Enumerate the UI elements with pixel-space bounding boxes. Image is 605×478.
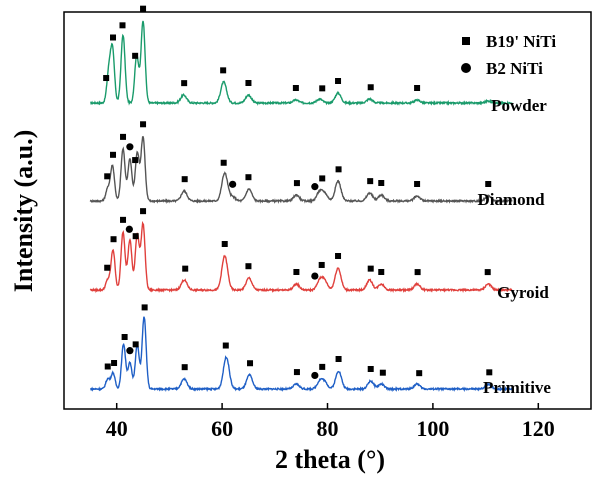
b19-marker: [103, 75, 110, 82]
b19-marker: [132, 52, 139, 59]
b19-marker: [141, 304, 148, 311]
series-line-gyroid: [89, 220, 513, 294]
b2-marker: [311, 371, 319, 380]
b19-marker: [245, 174, 252, 181]
legend-label: B2 NiTi: [486, 59, 543, 78]
b19-marker: [367, 178, 374, 185]
b19-marker: [132, 157, 139, 164]
y-axis-label: Intensity (a.u.): [9, 130, 38, 293]
b19-marker: [319, 175, 326, 182]
series-label-diamond: Diamond: [477, 190, 545, 209]
b19-marker: [104, 264, 111, 271]
b19-marker: [293, 180, 300, 187]
b19-marker: [367, 265, 374, 272]
b19-marker: [181, 364, 188, 371]
markers-layer: [103, 5, 493, 380]
legend-label: B19' NiTi: [486, 32, 556, 51]
series-line-diamond: [89, 135, 513, 204]
b19-marker: [140, 121, 147, 128]
b19-marker: [318, 261, 325, 268]
curves-layer: Powder Diamond Gyroid Primitive: [89, 20, 551, 397]
series-line-primitive: [90, 316, 513, 393]
b19-marker: [378, 179, 385, 186]
b19-marker: [181, 176, 188, 183]
b19-marker: [245, 263, 252, 270]
b19-marker: [319, 85, 326, 92]
b19-marker: [132, 233, 139, 240]
b19-marker: [414, 269, 421, 276]
x-tick-label: 120: [522, 416, 555, 441]
b19-marker: [132, 341, 139, 348]
legend: B19' NiTi B2 NiTi: [461, 32, 556, 78]
legend-square-icon: [462, 37, 470, 45]
legend-circle-icon: [461, 63, 471, 73]
b19-marker: [222, 342, 229, 349]
b2-marker: [126, 347, 134, 355]
b19-marker: [181, 80, 188, 87]
b19-marker: [182, 265, 189, 272]
b19-marker: [221, 241, 228, 247]
b2-marker: [311, 272, 319, 280]
b19-marker: [293, 369, 300, 376]
b2-marker: [126, 143, 134, 151]
b19-marker: [220, 159, 227, 166]
b19-marker: [335, 78, 342, 84]
series-label-gyroid: Gyroid: [497, 283, 549, 302]
b19-marker: [119, 22, 126, 29]
b19-marker: [484, 269, 491, 276]
series-label-powder: Powder: [491, 96, 547, 115]
b19-marker: [486, 369, 493, 376]
x-tick-label: 80: [317, 416, 339, 441]
b19-marker: [379, 369, 386, 376]
b19-marker: [367, 84, 374, 91]
x-tick-label: 60: [211, 416, 233, 441]
series-label-primitive: Primitive: [483, 378, 551, 397]
series-line-powder: [90, 20, 513, 106]
b19-marker: [104, 363, 111, 370]
b19-marker: [247, 360, 254, 367]
b19-marker: [292, 85, 299, 91]
x-axis-label: 2 theta (°): [275, 445, 385, 474]
b19-marker: [220, 67, 227, 74]
b19-marker: [245, 80, 252, 86]
b19-marker: [335, 355, 342, 362]
x-tick-label: 40: [106, 416, 128, 441]
b19-marker: [414, 85, 421, 91]
b19-marker: [367, 365, 374, 372]
b19-marker: [293, 269, 300, 275]
x-tick-label: 100: [416, 416, 449, 441]
b19-marker: [110, 151, 117, 158]
b2-marker: [311, 183, 319, 191]
b19-marker: [110, 34, 117, 41]
b19-marker: [414, 181, 421, 187]
b19-marker: [485, 181, 492, 187]
b2-marker: [229, 180, 237, 188]
b19-marker: [335, 166, 342, 173]
b19-marker: [121, 334, 128, 341]
b2-marker: [125, 225, 133, 233]
b19-marker: [335, 252, 342, 259]
b19-marker: [378, 268, 385, 275]
b19-marker: [416, 370, 423, 377]
b19-marker: [140, 5, 147, 12]
b19-marker: [319, 363, 326, 370]
b19-marker: [140, 208, 147, 215]
b19-marker: [120, 133, 127, 140]
x-axis-ticks: 40 60 80 100 120: [106, 403, 555, 441]
b19-marker: [120, 216, 127, 223]
b19-marker: [110, 236, 117, 243]
b19-marker: [104, 173, 111, 180]
b19-marker: [111, 360, 118, 367]
